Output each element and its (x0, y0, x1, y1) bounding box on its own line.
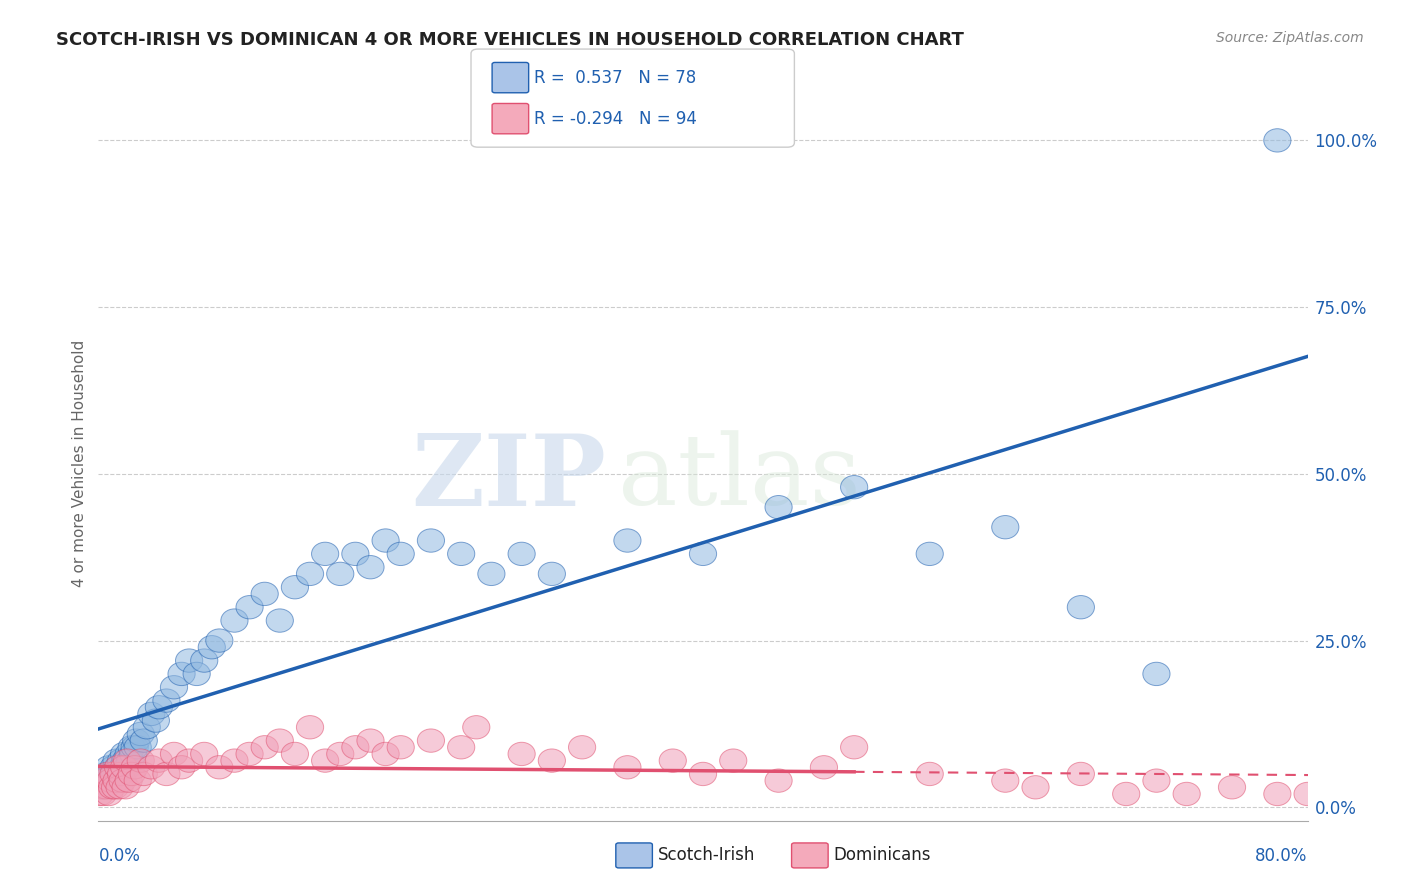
Text: 0.0%: 0.0% (98, 847, 141, 865)
Text: Scotch-Irish: Scotch-Irish (658, 847, 755, 864)
Text: ZIP: ZIP (412, 430, 606, 526)
Text: 80.0%: 80.0% (1256, 847, 1308, 865)
Text: R =  0.537   N = 78: R = 0.537 N = 78 (534, 69, 696, 87)
Text: Dominicans: Dominicans (834, 847, 931, 864)
Text: R = -0.294   N = 94: R = -0.294 N = 94 (534, 110, 697, 128)
Y-axis label: 4 or more Vehicles in Household: 4 or more Vehicles in Household (72, 340, 87, 588)
Text: Source: ZipAtlas.com: Source: ZipAtlas.com (1216, 31, 1364, 45)
Text: atlas: atlas (619, 430, 860, 526)
Text: SCOTCH-IRISH VS DOMINICAN 4 OR MORE VEHICLES IN HOUSEHOLD CORRELATION CHART: SCOTCH-IRISH VS DOMINICAN 4 OR MORE VEHI… (56, 31, 965, 49)
